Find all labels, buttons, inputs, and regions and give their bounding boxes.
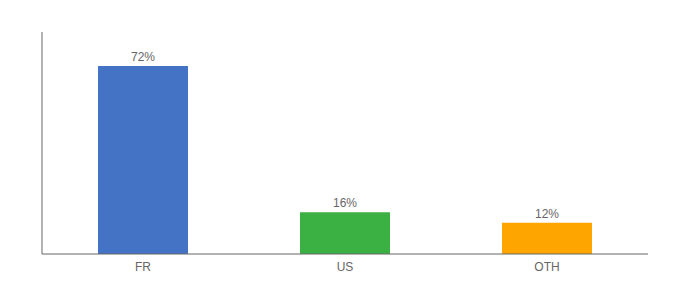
svg-text:OTH: OTH [534,260,559,274]
svg-text:US: US [337,260,354,274]
svg-text:72%: 72% [131,50,155,64]
svg-text:16%: 16% [333,196,357,210]
svg-text:FR: FR [135,260,151,274]
svg-text:12%: 12% [535,207,559,221]
